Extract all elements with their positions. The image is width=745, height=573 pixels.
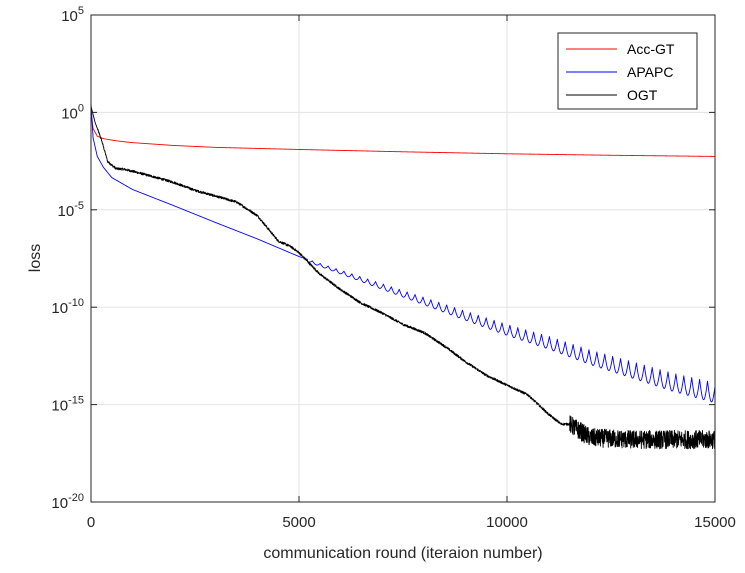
series-line-acc-gt: [91, 112, 715, 157]
y-tick-label: 10-5: [58, 200, 84, 220]
series-lines: [91, 103, 715, 450]
x-axis-label: communication round (iteraion number): [263, 545, 542, 562]
x-tick-label: 10000: [486, 514, 528, 531]
y-tick-label: 10-20: [51, 492, 84, 512]
legend-label: Acc-GT: [627, 41, 675, 57]
axis-ticks: 0 5000 10000 15000 105 100 10-5 10-10 10-15 10-20: [51, 5, 735, 531]
legend-label: APAPC: [627, 64, 673, 80]
y-tick-label: 100: [61, 102, 84, 122]
plot-frame: [90, 14, 716, 503]
y-tick-label: 10-10: [51, 297, 84, 317]
x-tick-label: 0: [87, 514, 95, 531]
legend-label: OGT: [627, 87, 658, 103]
legend: Acc-GT APAPC OGT: [557, 32, 698, 110]
x-tick-label: 15000: [694, 514, 736, 531]
series-line-ogt: [91, 106, 715, 450]
y-tick-label: 10-15: [51, 395, 84, 415]
legend-box: [557, 32, 698, 110]
series-line-apapc: [91, 103, 715, 403]
x-tick-label: 5000: [282, 514, 315, 531]
y-tick-label: 105: [61, 5, 84, 25]
y-axis-label: loss: [27, 244, 44, 272]
grid-lines: [91, 15, 715, 502]
